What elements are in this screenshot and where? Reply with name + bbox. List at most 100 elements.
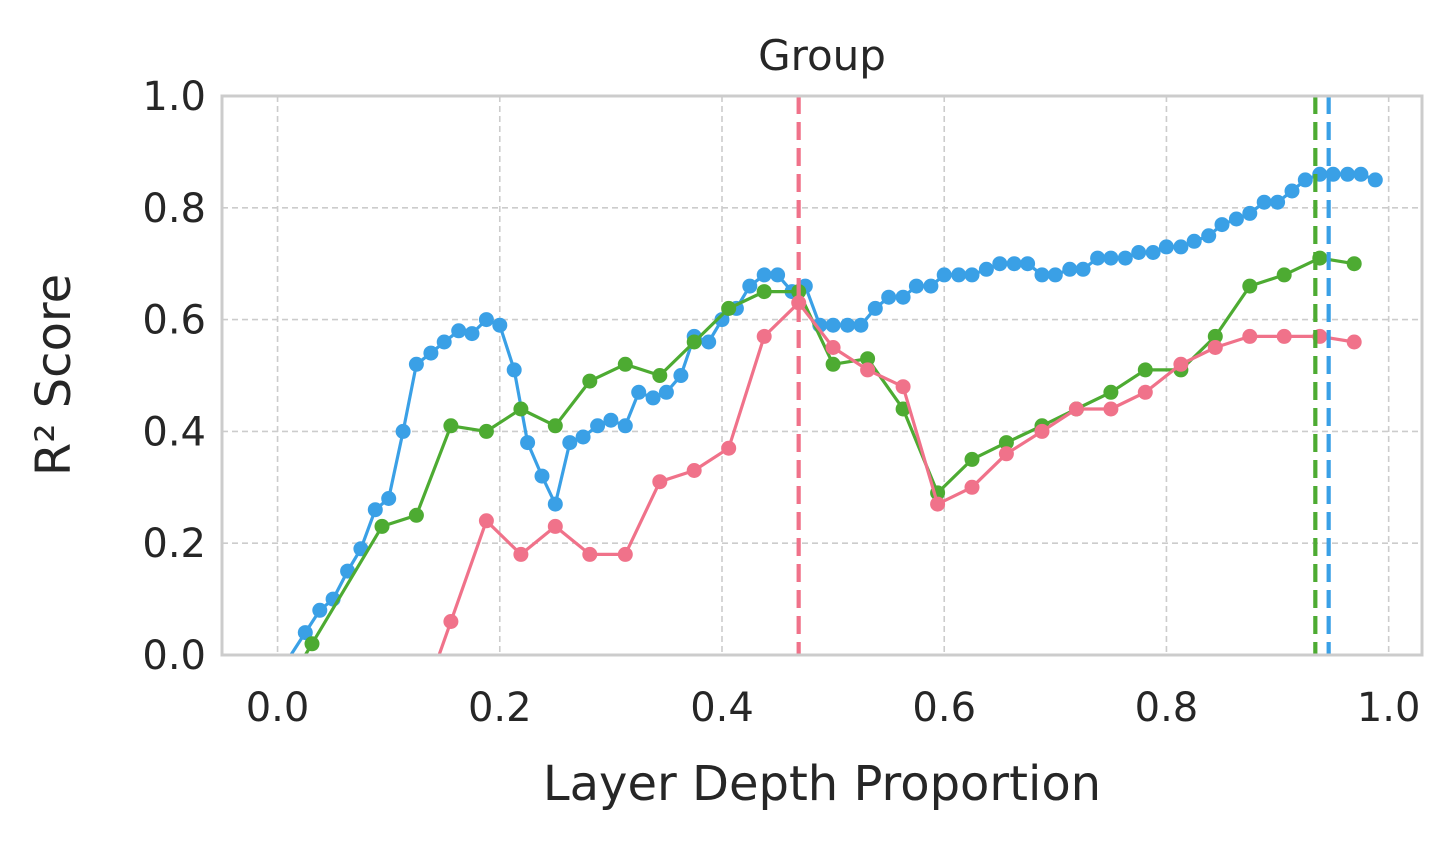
data-point [1242,278,1258,294]
data-point [1207,340,1223,355]
data-point [1201,228,1217,244]
data-point [617,418,633,434]
data-point [443,614,459,629]
data-point [652,368,668,383]
series-2 [303,250,1362,655]
data-point [1297,172,1313,188]
data-point [1186,233,1202,249]
data-point [791,295,807,311]
y-tick-label: 0.0 [142,633,206,679]
data-point [742,278,758,294]
data-point [686,463,702,478]
data-point [1242,205,1258,221]
data-point [1173,356,1189,372]
data-point [590,418,606,434]
data-point [582,373,598,389]
chart-title: Group [758,31,886,80]
data-point [1214,217,1230,233]
data-point [562,435,578,451]
x-tick-label: 0.8 [1135,685,1199,731]
data-point [1276,267,1292,283]
data-point [853,317,869,333]
x-tick-label: 0.2 [468,685,532,731]
y-tick-label: 0.6 [142,298,206,344]
data-point [721,300,737,316]
series-1 [288,166,1383,655]
data-point [1228,211,1244,227]
data-point [895,289,911,305]
data-point [1256,194,1272,210]
data-point [645,390,661,406]
data-point [1103,384,1119,400]
data-point [756,328,772,344]
data-point [1090,250,1106,266]
y-tick-label: 0.4 [142,409,206,455]
data-point [867,300,883,316]
y-axis-label: R² Score [26,274,82,476]
data-point [617,356,633,372]
data-point [951,267,967,283]
data-point [936,267,952,283]
data-point [923,278,939,294]
data-point [701,334,717,350]
data-point [881,289,897,305]
data-point [436,334,452,350]
data-point [895,379,911,395]
data-point [1270,194,1286,210]
data-point [930,496,946,512]
data-point [1353,166,1369,182]
data-point [978,261,994,277]
data-point [631,384,647,400]
data-point [492,317,508,333]
data-point [478,312,494,328]
data-point [1006,256,1022,272]
series-line [437,301,1355,655]
data-point [513,401,529,417]
data-point [520,435,536,451]
data-point [374,518,390,534]
data-point [582,546,598,562]
data-point [381,491,397,506]
data-point [367,502,383,518]
data-point [964,479,980,495]
data-point [964,267,980,283]
data-point [860,362,876,378]
data-point [478,423,494,439]
data-point [617,546,633,562]
y-tick-label: 0.8 [142,186,206,232]
data-point [408,356,424,372]
plot-background [222,96,1422,655]
data-point [1034,423,1050,439]
data-point [1131,245,1147,260]
data-point [1020,256,1036,272]
data-point [908,278,924,294]
data-point [1158,239,1174,255]
data-point [1242,328,1258,344]
data-point [547,496,563,512]
data-point [1346,256,1362,272]
series-layer [288,166,1383,655]
x-tick-label: 0.4 [690,685,754,731]
data-point [1047,267,1063,283]
y-tick-label: 1.0 [142,74,206,120]
data-point [1068,401,1084,417]
data-point [860,351,876,367]
data-point [756,284,772,300]
x-tick-label: 0.6 [912,685,976,731]
data-point [1117,250,1133,266]
data-point [1137,362,1153,378]
data-point [304,636,320,652]
data-point [770,267,786,283]
plot-frame [220,94,1424,657]
data-point [1173,239,1189,255]
data-point [714,312,730,328]
data-point [1340,166,1356,182]
data-point [534,468,550,484]
data-point [547,418,563,434]
data-point [547,518,563,534]
data-point [992,256,1008,272]
data-point [464,326,480,342]
reference-lines [796,96,1331,655]
data-point [1062,261,1078,277]
